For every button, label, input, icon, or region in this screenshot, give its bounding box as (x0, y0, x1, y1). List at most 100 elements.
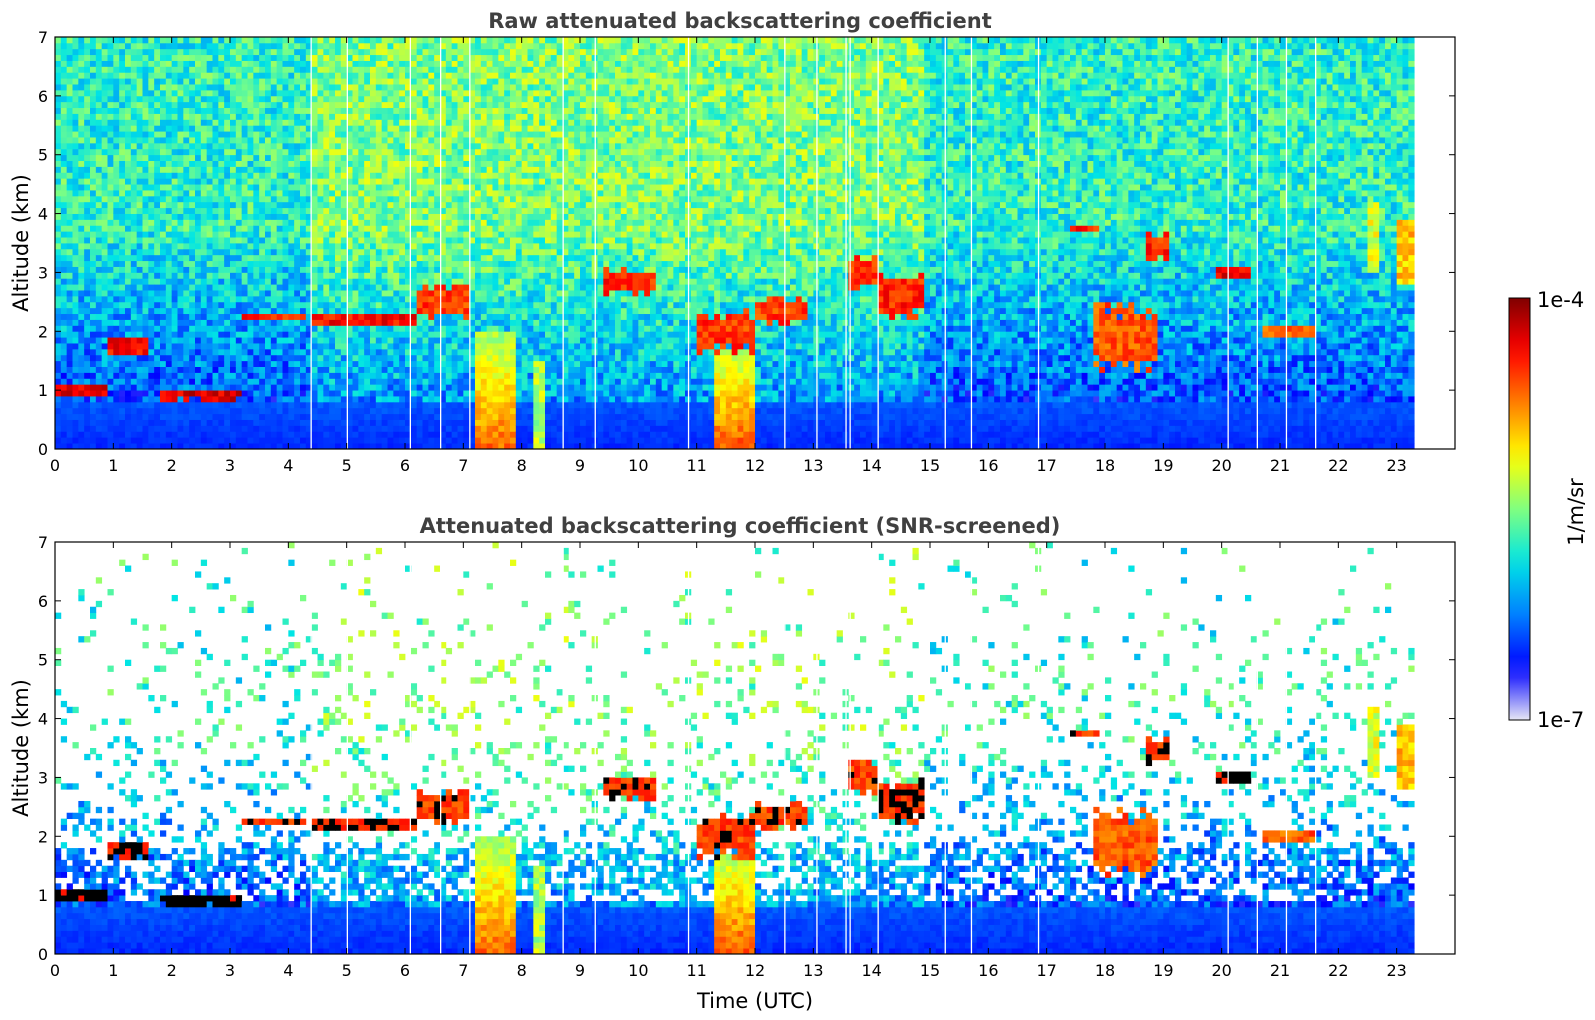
heatmap-cell (399, 337, 406, 344)
heatmap-cell (253, 425, 260, 432)
heatmap-cell (410, 237, 418, 244)
heatmap-cell (107, 248, 114, 256)
heatmap-cell (440, 443, 447, 450)
heatmap-cell (410, 301, 418, 309)
heatmap-cell (364, 119, 371, 126)
heatmap-cell (148, 431, 155, 438)
heatmap-cell (125, 390, 132, 397)
heatmap-cell (265, 390, 272, 397)
heatmap-cell (113, 213, 120, 220)
heatmap-cell (445, 378, 453, 385)
heatmap-cell (399, 419, 406, 426)
heatmap-cell (119, 260, 126, 267)
heatmap-cell (428, 207, 435, 214)
heatmap-cell (212, 42, 219, 50)
heatmap-cell (60, 243, 68, 250)
heatmap-cell (171, 401, 178, 409)
heatmap-cell (177, 213, 184, 220)
heatmap-cell (300, 213, 307, 220)
heatmap-cell (200, 184, 208, 191)
heatmap-cell (346, 248, 353, 256)
heatmap-cell (276, 54, 283, 61)
heatmap-cell (323, 101, 330, 109)
heatmap-cell (305, 325, 313, 332)
heatmap-cell (200, 390, 208, 397)
heatmap-cell (235, 207, 243, 214)
heatmap-cell (340, 66, 348, 73)
heatmap-cell (463, 225, 470, 232)
heatmap-cell (440, 184, 447, 191)
heatmap-cell (183, 331, 190, 338)
heatmap-cell (393, 366, 400, 373)
heatmap-cell (311, 148, 318, 156)
heatmap-cell (335, 366, 342, 373)
heatmap-cell (358, 154, 365, 161)
heatmap-cell (370, 54, 377, 61)
heatmap-cell (119, 372, 126, 379)
heatmap-cell (206, 213, 213, 220)
heatmap-cell (136, 378, 143, 385)
heatmap-cell (335, 278, 342, 285)
heatmap-cell (212, 413, 219, 420)
heatmap-cell (422, 207, 429, 214)
heatmap-cell (457, 307, 464, 315)
heatmap-cell (288, 37, 295, 44)
heatmap-cell (136, 413, 143, 420)
heatmap-cell (445, 190, 453, 197)
heatmap-cell (195, 219, 202, 226)
heatmap-cell (305, 331, 313, 338)
heatmap-cell (463, 248, 470, 256)
heatmap-cell (136, 384, 143, 391)
heatmap-cell (445, 42, 453, 50)
heatmap-cell (311, 195, 318, 203)
heatmap-cell (60, 125, 68, 132)
heatmap-cell (101, 243, 108, 250)
heatmap-cell (90, 272, 97, 279)
heatmap-cell (125, 119, 132, 126)
heatmap-cell (451, 372, 458, 379)
heatmap-cell (265, 213, 272, 220)
heatmap-cell (165, 101, 173, 109)
heatmap-cell (451, 101, 458, 109)
heatmap-cell (206, 307, 213, 315)
heatmap-cell (95, 66, 103, 73)
heatmap-cell (206, 443, 213, 450)
heatmap-cell (165, 278, 173, 285)
heatmap-cell (165, 254, 173, 262)
heatmap-cell (119, 278, 126, 285)
heatmap-cell (340, 384, 348, 391)
heatmap-cell (282, 319, 289, 326)
heatmap-cell (440, 384, 447, 391)
heatmap-cell (305, 137, 313, 144)
heatmap-cell (119, 42, 126, 50)
heatmap-cell (416, 254, 423, 262)
heatmap-cell (445, 154, 453, 161)
heatmap-cell (370, 325, 377, 332)
heatmap-cell (90, 178, 97, 185)
heatmap-cell (445, 295, 453, 303)
heatmap-cell (195, 266, 202, 273)
heatmap-cell (84, 384, 91, 391)
heatmap-cell (370, 172, 377, 179)
heatmap-cell (381, 243, 388, 250)
heatmap-cell (78, 354, 85, 362)
heatmap-cell (241, 37, 248, 44)
heatmap-cell (323, 113, 330, 120)
heatmap-cell (224, 331, 231, 338)
heatmap-cell (119, 266, 126, 273)
heatmap-cell (340, 160, 348, 167)
heatmap-cell (323, 295, 330, 303)
heatmap-cell (177, 384, 184, 391)
heatmap-cell (422, 231, 429, 238)
heatmap-cell (142, 84, 149, 91)
heatmap-cell (241, 78, 248, 85)
heatmap-cell (305, 142, 313, 150)
heatmap-cell (101, 160, 108, 167)
heatmap-cell (189, 313, 196, 320)
heatmap-cell (463, 378, 470, 385)
heatmap-cell (323, 272, 330, 279)
heatmap-cell (375, 343, 383, 350)
heatmap-cell (165, 166, 173, 173)
heatmap-cell (90, 113, 97, 120)
heatmap-cell (434, 48, 441, 56)
